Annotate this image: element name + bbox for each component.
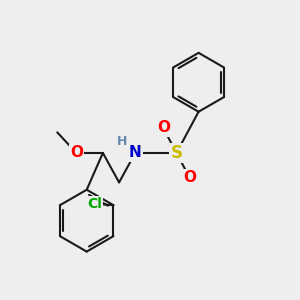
Text: O: O xyxy=(70,146,83,160)
Text: Cl: Cl xyxy=(87,197,102,211)
Text: N: N xyxy=(129,146,142,160)
Text: O: O xyxy=(157,120,170,135)
Text: S: S xyxy=(170,144,182,162)
Text: H: H xyxy=(117,135,127,148)
Text: O: O xyxy=(183,170,196,185)
